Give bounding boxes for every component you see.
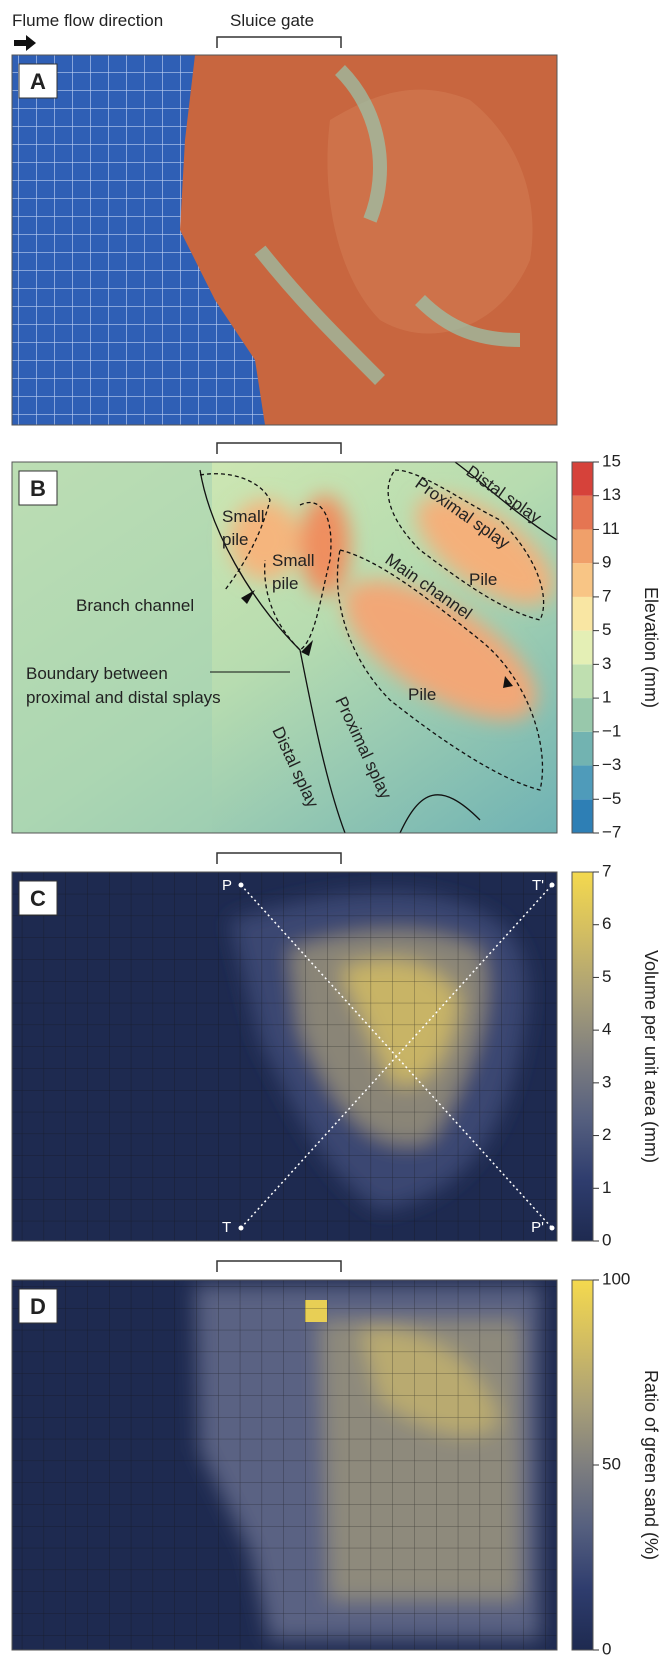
colorbar-tick-label: 2	[602, 1125, 611, 1144]
colorbar-tick-label: 0	[602, 1639, 611, 1657]
colorbar-bin	[572, 563, 593, 597]
colorbar-tick-label: 9	[602, 553, 611, 572]
annotation: Small	[272, 551, 315, 570]
colorbar-bin	[572, 529, 593, 563]
colorbar	[572, 1280, 593, 1650]
annotation: pile	[222, 530, 248, 549]
colorbar-bin	[572, 597, 593, 631]
colorbar-tick-label: 100	[602, 1269, 630, 1288]
panel-label: B	[30, 476, 46, 501]
colorbar-tick-label: 6	[602, 914, 611, 933]
colorbar-bin	[572, 766, 593, 800]
point-label: P'	[531, 1219, 544, 1236]
colorbar-tick-label: 0	[602, 1230, 611, 1249]
colorbar-tick-label: −1	[602, 721, 621, 740]
annotation: pile	[272, 574, 298, 593]
colorbar-tick-label: 1	[602, 1178, 611, 1197]
figure: Flume flow direction Sluice gate A Small…	[0, 0, 666, 1657]
colorbar-tick-label: −5	[602, 789, 621, 808]
annotation: Pile	[408, 685, 436, 704]
page: {"header":{"flow_label":"Flume flow dire…	[0, 0, 666, 1657]
colorbar-tick-label: 5	[602, 620, 611, 639]
colorbar-tick-label: −3	[602, 755, 621, 774]
panel-d	[12, 1280, 557, 1650]
colorbar-tick-label: 4	[602, 1020, 611, 1039]
annotation: Branch channel	[76, 596, 194, 615]
colorbar-title: Elevation (mm)	[641, 587, 661, 708]
gate-label: Sluice gate	[230, 11, 314, 30]
colorbar-title: Volume per unit area (mm)	[641, 950, 661, 1163]
colorbar-tick-label: 15	[602, 451, 621, 470]
point-label: P	[222, 877, 232, 894]
colorbar	[572, 872, 593, 1241]
colorbar-tick-label: −7	[602, 822, 621, 841]
flow-arrow	[14, 35, 36, 51]
annotation: Pile	[469, 570, 497, 589]
panel-c	[12, 872, 557, 1241]
colorbars: 15 13 11 9 7 5 3 1 −1 −3 −5 −7 Elevation (mm) 0 1 2 3 4 5 6…	[572, 451, 661, 1657]
colorbar-bin	[572, 698, 593, 732]
colorbar-tick-label: 3	[602, 1072, 611, 1091]
point-label: T'	[532, 877, 544, 894]
colorbar-tick-label: 3	[602, 654, 611, 673]
flow-label: Flume flow direction	[12, 11, 163, 30]
colorbar-tick-label: 50	[602, 1454, 621, 1473]
colorbar-bin	[572, 664, 593, 698]
panel-a: A	[12, 55, 557, 425]
colorbar-tick-label: 1	[602, 688, 611, 707]
annotation: proximal and distal splays	[26, 688, 221, 707]
colorbar-tick-label: 5	[602, 967, 611, 986]
colorbar-tick-label: 13	[602, 485, 621, 504]
point-label: T	[222, 1219, 231, 1236]
colorbar-tick-label: 11	[602, 519, 620, 538]
colorbar-bin	[572, 462, 593, 496]
annotation: Small	[222, 507, 265, 526]
colorbar-bin	[572, 631, 593, 665]
panel-label: A	[30, 69, 46, 94]
panel-label: C	[30, 886, 46, 911]
colorbar-tick-label: 7	[602, 861, 611, 880]
colorbar-bin	[572, 732, 593, 766]
colorbar-bin	[572, 496, 593, 530]
annotation: Boundary between	[26, 664, 168, 683]
colorbar-tick-label: 7	[602, 586, 611, 605]
colorbar-bin	[572, 799, 593, 833]
colorbar-title: Ratio of green sand (%)	[641, 1370, 661, 1560]
panel-label: D	[30, 1294, 46, 1319]
